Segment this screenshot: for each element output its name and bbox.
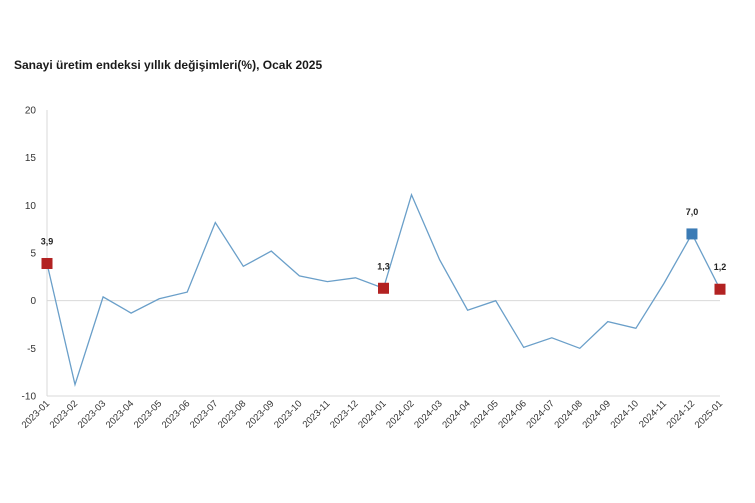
x-tick-label: 2023-08 xyxy=(216,398,248,430)
y-tick-label: 20 xyxy=(25,106,37,117)
x-tick-label: 2023-05 xyxy=(132,398,164,430)
x-tick-label: 2023-06 xyxy=(160,398,192,430)
x-tick-label: 2023-10 xyxy=(272,398,304,430)
x-tick-label: 2023-07 xyxy=(188,398,220,430)
y-tick-label: 5 xyxy=(30,249,36,260)
x-tick-label: 2024-07 xyxy=(524,398,556,430)
x-tick-label: 2024-09 xyxy=(581,398,613,430)
y-tick-label: -10 xyxy=(22,392,37,403)
x-tick-label: 2023-04 xyxy=(104,398,136,430)
x-tick-label: 2024-02 xyxy=(384,398,416,430)
highlight-marker xyxy=(378,282,389,294)
data-label: 1,2 xyxy=(714,262,727,272)
x-tick-label: 2024-10 xyxy=(609,398,641,430)
chart-title: Sanayi üretim endeksi yıllık değişimleri… xyxy=(14,58,323,72)
highlight-marker xyxy=(686,228,698,240)
x-tick-label: 2023-03 xyxy=(76,398,108,430)
y-tick-label: 0 xyxy=(30,296,36,307)
y-tick-label: 10 xyxy=(25,201,37,212)
x-tick-label: 2024-11 xyxy=(637,398,669,430)
x-tick-label: 2023-01 xyxy=(20,398,52,430)
x-tick-label: 2025-01 xyxy=(693,398,725,430)
y-tick-label: 15 xyxy=(25,153,37,164)
x-tick-label: 2024-03 xyxy=(412,398,444,430)
data-label: 3,9 xyxy=(41,236,54,246)
data-label: 7,0 xyxy=(686,207,699,217)
x-tick-label: 2023-12 xyxy=(328,398,360,430)
highlight-marker xyxy=(41,257,53,269)
y-tick-label: -5 xyxy=(27,344,36,355)
x-tick-label: 2023-02 xyxy=(48,398,80,430)
x-tick-label: 2023-09 xyxy=(244,398,276,430)
x-tick-label: 2024-06 xyxy=(496,398,528,430)
highlight-marker xyxy=(714,283,726,295)
x-tick-label: 2024-04 xyxy=(440,398,472,430)
x-tick-label: 2024-08 xyxy=(552,398,584,430)
x-tick-label: 2024-05 xyxy=(468,398,500,430)
data-label: 1,3 xyxy=(377,261,390,271)
x-tick-label: 2024-01 xyxy=(356,398,388,430)
x-tick-label: 2023-11 xyxy=(301,398,333,430)
x-tick-label: 2024-12 xyxy=(665,398,697,430)
